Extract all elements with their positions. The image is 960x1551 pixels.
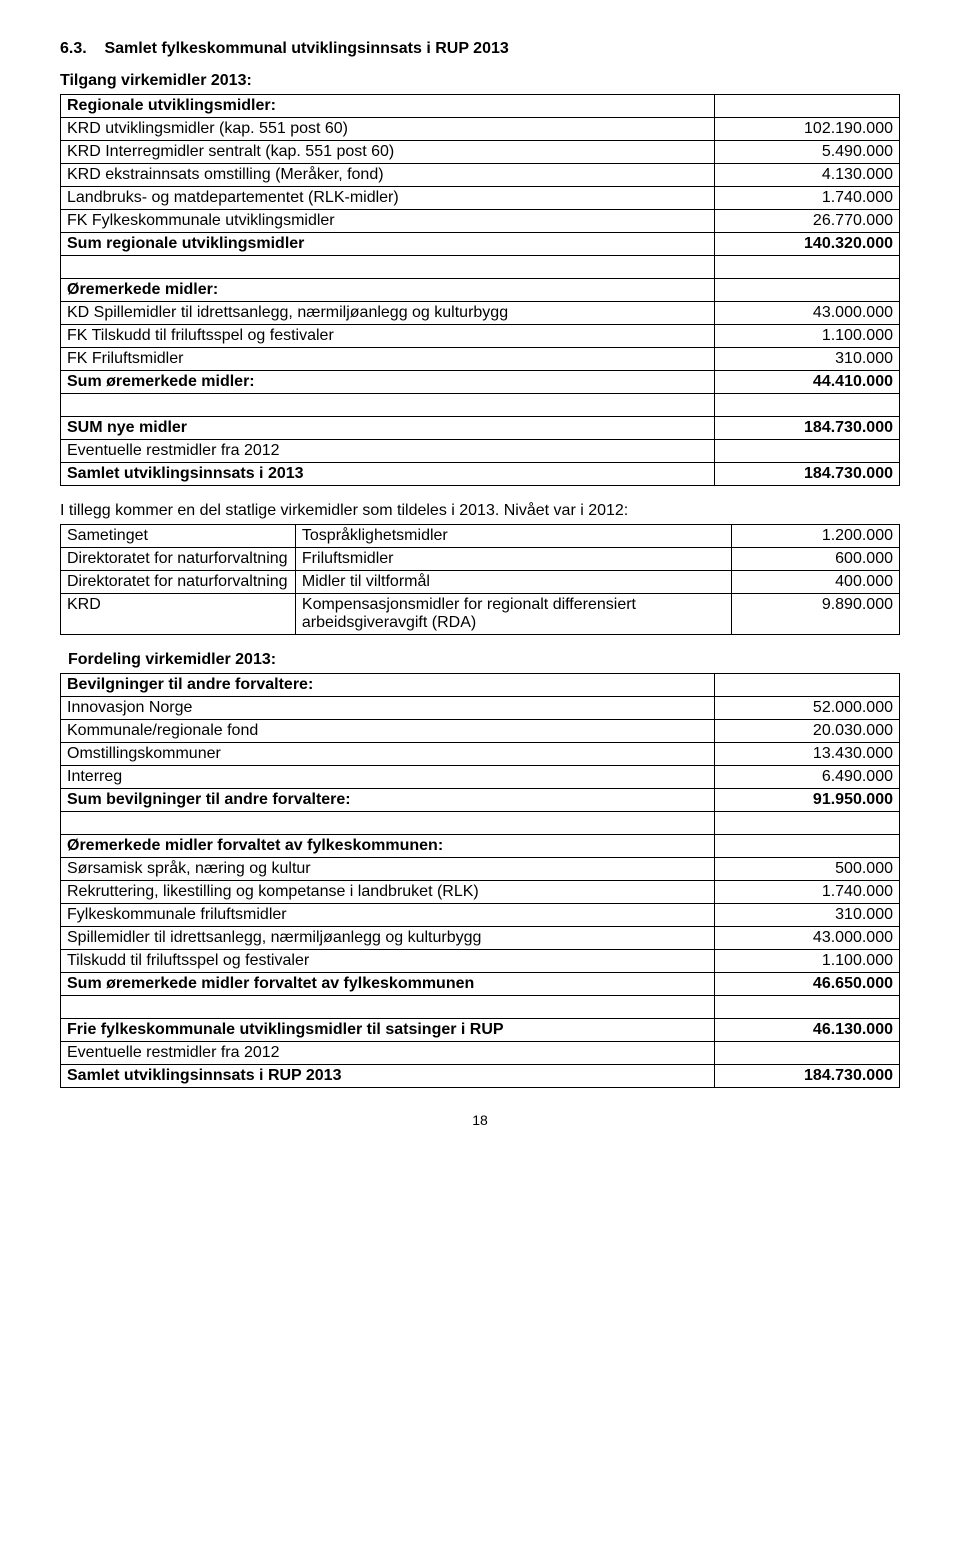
cell xyxy=(715,812,900,835)
cell: Sametinget xyxy=(61,525,296,548)
section-heading: 6.3. Samlet fylkeskommunal utviklingsinn… xyxy=(60,40,900,58)
cell: Direktoratet for naturforvaltning xyxy=(61,571,296,594)
cell: Regionale utviklingsmidler: xyxy=(61,95,715,118)
cell: Frie fylkeskommunale utviklingsmidler ti… xyxy=(61,1019,715,1042)
cell: KRD xyxy=(61,594,296,635)
cell: 400.000 xyxy=(732,571,900,594)
cell: Friluftsmidler xyxy=(295,548,731,571)
cell: 600.000 xyxy=(732,548,900,571)
cell: 310.000 xyxy=(715,904,900,927)
cell: FK Friluftsmidler xyxy=(61,348,715,371)
cell: 102.190.000 xyxy=(715,118,900,141)
cell xyxy=(61,812,715,835)
cell: 310.000 xyxy=(715,348,900,371)
cell: 1.100.000 xyxy=(715,950,900,973)
cell: Eventuelle restmidler fra 2012 xyxy=(61,440,715,463)
table-tilgang: Regionale utviklingsmidler: KRD utviklin… xyxy=(60,94,900,486)
fordeling-heading: Fordeling virkemidler 2013: xyxy=(68,651,900,669)
cell: Samlet utviklingsinnsats i RUP 2013 xyxy=(61,1065,715,1088)
cell: 44.410.000 xyxy=(715,371,900,394)
cell: Sum bevilgninger til andre forvaltere: xyxy=(61,789,715,812)
cell: 46.130.000 xyxy=(715,1019,900,1042)
cell: Øremerkede midler forvaltet av fylkeskom… xyxy=(61,835,715,858)
cell xyxy=(715,996,900,1019)
cell: Sum øremerkede midler forvaltet av fylke… xyxy=(61,973,715,996)
table-fordeling: Bevilgninger til andre forvaltere: Innov… xyxy=(60,673,900,1088)
cell: Sum øremerkede midler: xyxy=(61,371,715,394)
cell: 4.130.000 xyxy=(715,164,900,187)
cell xyxy=(715,256,900,279)
cell xyxy=(61,996,715,1019)
cell: Spillemidler til idrettsanlegg, nærmiljø… xyxy=(61,927,715,950)
cell: 91.950.000 xyxy=(715,789,900,812)
cell: 20.030.000 xyxy=(715,720,900,743)
cell: Interreg xyxy=(61,766,715,789)
cell: 1.740.000 xyxy=(715,187,900,210)
cell: KD Spillemidler til idrettsanlegg, nærmi… xyxy=(61,302,715,325)
cell xyxy=(715,440,900,463)
cell: FK Fylkeskommunale utviklingsmidler xyxy=(61,210,715,233)
cell: 1.200.000 xyxy=(732,525,900,548)
cell xyxy=(715,1042,900,1065)
cell: Øremerkede midler: xyxy=(61,279,715,302)
cell xyxy=(715,394,900,417)
cell: 500.000 xyxy=(715,858,900,881)
page-number: 18 xyxy=(60,1112,900,1128)
cell: Direktoratet for naturforvaltning xyxy=(61,548,296,571)
cell: Rekruttering, likestilling og kompetanse… xyxy=(61,881,715,904)
section-number: 6.3. xyxy=(60,40,87,57)
cell: KRD Interregmidler sentralt (kap. 551 po… xyxy=(61,141,715,164)
cell: 184.730.000 xyxy=(715,417,900,440)
cell: Landbruks- og matdepartementet (RLK-midl… xyxy=(61,187,715,210)
cell xyxy=(61,256,715,279)
cell xyxy=(61,394,715,417)
section-title: Samlet fylkeskommunal utviklingsinnsats … xyxy=(104,40,508,57)
cell: 9.890.000 xyxy=(732,594,900,635)
cell: 13.430.000 xyxy=(715,743,900,766)
cell: Omstillingskommuner xyxy=(61,743,715,766)
cell: Kommunale/regionale fond xyxy=(61,720,715,743)
cell: Bevilgninger til andre forvaltere: xyxy=(61,674,715,697)
cell: Tilskudd til friluftsspel og festivaler xyxy=(61,950,715,973)
cell: 140.320.000 xyxy=(715,233,900,256)
cell: Innovasjon Norge xyxy=(61,697,715,720)
cell: Samlet utviklingsinnsats i 2013 xyxy=(61,463,715,486)
table-statlige: SametingetTospråklighetsmidler1.200.000 … xyxy=(60,524,900,635)
cell: Kompensasjonsmidler for regionalt differ… xyxy=(295,594,731,635)
cell: Sørsamisk språk, næring og kultur xyxy=(61,858,715,881)
cell: 184.730.000 xyxy=(715,1065,900,1088)
cell: Eventuelle restmidler fra 2012 xyxy=(61,1042,715,1065)
cell: FK Tilskudd til friluftsspel og festival… xyxy=(61,325,715,348)
cell: 43.000.000 xyxy=(715,927,900,950)
tilgang-heading: Tilgang virkemidler 2013: xyxy=(60,72,900,90)
cell: Midler til viltformål xyxy=(295,571,731,594)
cell: Sum regionale utviklingsmidler xyxy=(61,233,715,256)
cell: 26.770.000 xyxy=(715,210,900,233)
cell: 1.740.000 xyxy=(715,881,900,904)
cell: KRD ekstrainnsats omstilling (Meråker, f… xyxy=(61,164,715,187)
cell xyxy=(715,674,900,697)
cell: Fylkeskommunale friluftsmidler xyxy=(61,904,715,927)
paragraph: I tillegg kommer en del statlige virkemi… xyxy=(60,502,900,520)
cell xyxy=(715,95,900,118)
cell: 5.490.000 xyxy=(715,141,900,164)
cell xyxy=(715,279,900,302)
cell: 184.730.000 xyxy=(715,463,900,486)
cell: Tospråklighetsmidler xyxy=(295,525,731,548)
cell: 1.100.000 xyxy=(715,325,900,348)
cell xyxy=(715,835,900,858)
cell: 43.000.000 xyxy=(715,302,900,325)
cell: SUM nye midler xyxy=(61,417,715,440)
cell: 46.650.000 xyxy=(715,973,900,996)
cell: 52.000.000 xyxy=(715,697,900,720)
cell: 6.490.000 xyxy=(715,766,900,789)
cell: KRD utviklingsmidler (kap. 551 post 60) xyxy=(61,118,715,141)
